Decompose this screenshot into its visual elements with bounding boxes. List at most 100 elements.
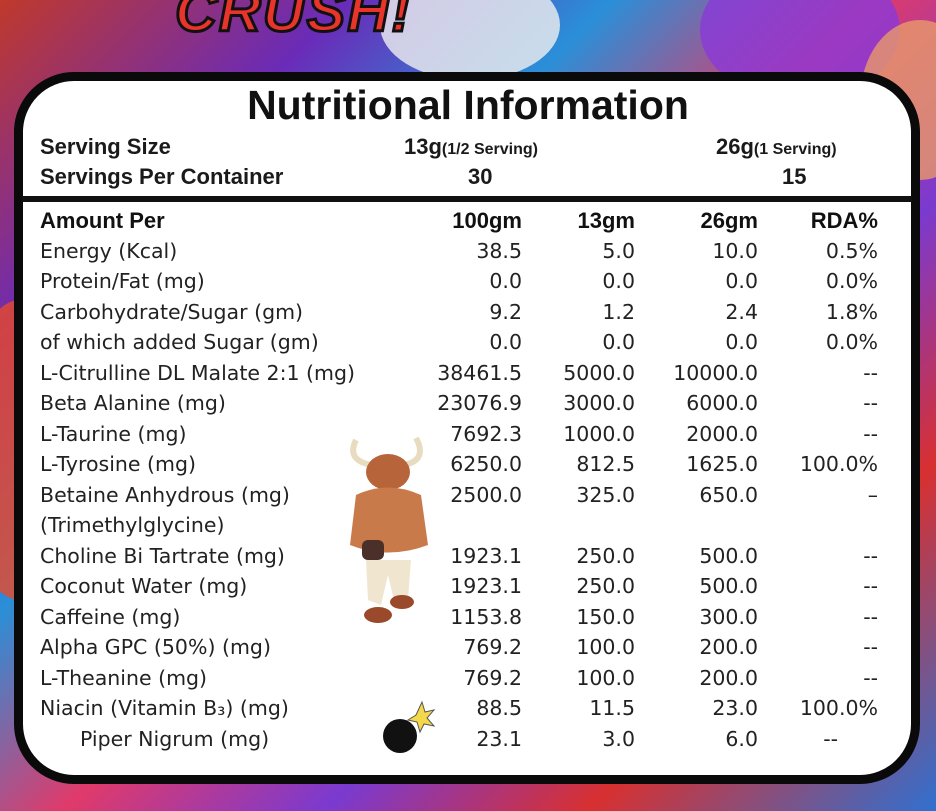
nutrient-value: 0.0	[489, 269, 522, 293]
table-row: Niacin (Vitamin B₃) (mg) 88.5 11.5 23.0 100.…	[0, 696, 936, 726]
column-header: 100gm	[452, 208, 522, 233]
nutrient-value: 1153.8	[450, 604, 522, 629]
table-row: L-Theanine (mg) 769.2 100.0 200.0 --	[0, 666, 936, 696]
page-title: Nutritional Information	[247, 82, 689, 128]
nutrient-value: 23.0	[712, 696, 758, 720]
nutrient-value: 38.5	[476, 238, 522, 263]
nutrient-value: 150.0	[576, 604, 635, 629]
nutrient-value: 200.0	[699, 635, 758, 659]
table-row: Protein/Fat (mg) 0.0 0.0 0.0 0.0%	[0, 269, 936, 299]
table-header-row: Amount Per 100gm 13gm 26gm RDA%	[0, 208, 936, 238]
nutrient-value: 1.2	[602, 299, 635, 324]
nutrient-value: 325.0	[576, 482, 635, 507]
table-row: Choline Bi Tartrate (mg) 1923.1 250.0 500.0…	[0, 544, 936, 574]
nutrient-value: --	[863, 574, 878, 598]
nutrient-value: --	[863, 360, 878, 385]
table-row: Betaine Anhydrous (mg) 2500.0 325.0 650.0 –	[0, 483, 936, 513]
nutrient-name: Carbohydrate/Sugar (gm)	[40, 299, 304, 324]
nutrient-value: –	[867, 482, 878, 507]
servings-per-container-label: Servings Per Container	[40, 164, 284, 189]
nutrient-name: of which added Sugar (gm)	[40, 330, 319, 354]
column-header: Amount Per	[40, 208, 165, 233]
table-row: Caffeine (mg) 1153.8 150.0 300.0 --	[0, 605, 936, 635]
nutrient-name: L-Citrulline DL Malate 2:1 (mg)	[40, 360, 356, 385]
nutrient-name: Choline Bi Tartrate (mg)	[40, 543, 285, 568]
nutrient-name: Alpha GPC (50%) (mg)	[40, 635, 271, 659]
nutrient-value: 1000.0	[563, 421, 635, 446]
nutrient-value: 1.8%	[825, 299, 878, 324]
nutrient-value: --	[863, 604, 878, 629]
nutrient-value: 38461.5	[437, 360, 522, 385]
nutrient-name: Protein/Fat (mg)	[40, 269, 205, 293]
nutrient-value: 0.5%	[825, 238, 878, 263]
nutrient-value: 7692.3	[450, 421, 522, 446]
nutrient-value: 0.0	[725, 269, 758, 293]
nutrient-value: 650.0	[699, 482, 758, 507]
nutrient-value: --	[863, 665, 878, 690]
nutrient-value: 88.5	[476, 696, 522, 720]
nutrient-value: 10000.0	[673, 360, 758, 385]
table-row: L-Citrulline DL Malate 2:1 (mg) 38461.5 50…	[0, 361, 936, 391]
nutrition-panel	[14, 72, 920, 784]
table-row: Alpha GPC (50%) (mg) 769.2 100.0 200.0 --	[0, 635, 936, 665]
nutrient-value: --	[863, 391, 878, 415]
nutrient-name: Caffeine (mg)	[40, 604, 181, 629]
nutrient-value: 2500.0	[450, 482, 522, 507]
nutrient-name: Coconut Water (mg)	[40, 574, 248, 598]
table-row: L-Taurine (mg) 7692.3 1000.0 2000.0 --	[0, 422, 936, 452]
nutrient-value: 100.0%	[799, 452, 878, 476]
nutrient-value: --	[823, 726, 838, 751]
nutrient-value: --	[863, 421, 878, 446]
nutrient-value: 2000.0	[686, 421, 758, 446]
nutrient-value: 1923.1	[450, 543, 522, 568]
table-row: Coconut Water (mg) 1923.1 250.0 500.0 --	[0, 574, 936, 604]
nutrient-value: 500.0	[699, 543, 758, 568]
table-row: Energy (Kcal) 38.5 5.0 10.0 0.5%	[0, 239, 936, 269]
column-header: RDA%	[810, 208, 878, 233]
nutrient-value: 250.0	[576, 543, 635, 568]
nutrient-value: 6000.0	[686, 391, 758, 415]
nutrient-value: 0.0%	[825, 330, 878, 354]
nutrient-value: 500.0	[699, 574, 758, 598]
nutrient-value: 769.2	[463, 635, 522, 659]
nutrient-value: 812.5	[576, 452, 635, 476]
nutrient-name: Piper Nigrum (mg)	[80, 726, 270, 751]
nutrient-value: 0.0%	[825, 269, 878, 293]
nutrient-name: L-Taurine (mg)	[40, 421, 187, 446]
nutrient-value: 200.0	[699, 665, 758, 690]
nutrient-value: --	[863, 635, 878, 659]
nutrient-name: Betaine Anhydrous (mg)	[40, 482, 290, 507]
nutrient-name: Niacin (Vitamin B₃) (mg)	[40, 696, 289, 720]
nutrient-value: 6.0	[725, 726, 758, 751]
nutrient-value: 0.0	[725, 330, 758, 354]
servings-per-container-full: 15	[782, 164, 807, 189]
table-row: of which added Sugar (gm) 0.0 0.0 0.0 0.0%	[0, 330, 936, 360]
nutrient-value: 5000.0	[563, 360, 635, 385]
nutrient-name: Energy (Kcal)	[40, 238, 178, 263]
crush-logo-text: CRUSH!	[174, 0, 413, 46]
nutrient-name: L-Theanine (mg)	[40, 665, 208, 690]
nutrient-value: 100.0%	[799, 696, 878, 720]
servings-per-container-half: 30	[468, 164, 493, 189]
nutrient-value: 3.0	[602, 726, 635, 751]
nutrient-value: 3000.0	[563, 391, 635, 415]
nutrient-name: L-Tyrosine (mg)	[40, 452, 197, 476]
serving-size-label: Serving Size	[40, 134, 171, 159]
serving-size-full: 26g(1 Serving)	[716, 134, 837, 159]
table-row: Beta Alanine (mg) 23076.9 3000.0 6000.0 --	[0, 391, 936, 421]
column-header: 26gm	[700, 208, 758, 233]
nutrient-name: (Trimethylglycine)	[40, 513, 225, 537]
nutrient-name: Beta Alanine (mg)	[40, 391, 226, 415]
table-row: Carbohydrate/Sugar (gm) 9.2 1.2 2.4 1.8%	[0, 300, 936, 330]
bull-mascot-icon	[350, 436, 428, 623]
nutrient-value: 1923.1	[450, 574, 522, 598]
nutrient-value: 23.1	[476, 726, 522, 751]
table-row: Piper Nigrum (mg) 23.1 3.0 6.0 --	[0, 727, 936, 757]
table-row: (Trimethylglycine)	[0, 513, 936, 543]
nutrient-value: 9.2	[489, 299, 522, 324]
nutrient-value: 0.0	[489, 330, 522, 354]
bomb-icon	[383, 700, 436, 753]
serving-size-half: 13g(1/2 Serving)	[404, 134, 538, 159]
divider	[22, 196, 912, 202]
nutrient-value: 100.0	[576, 665, 635, 690]
